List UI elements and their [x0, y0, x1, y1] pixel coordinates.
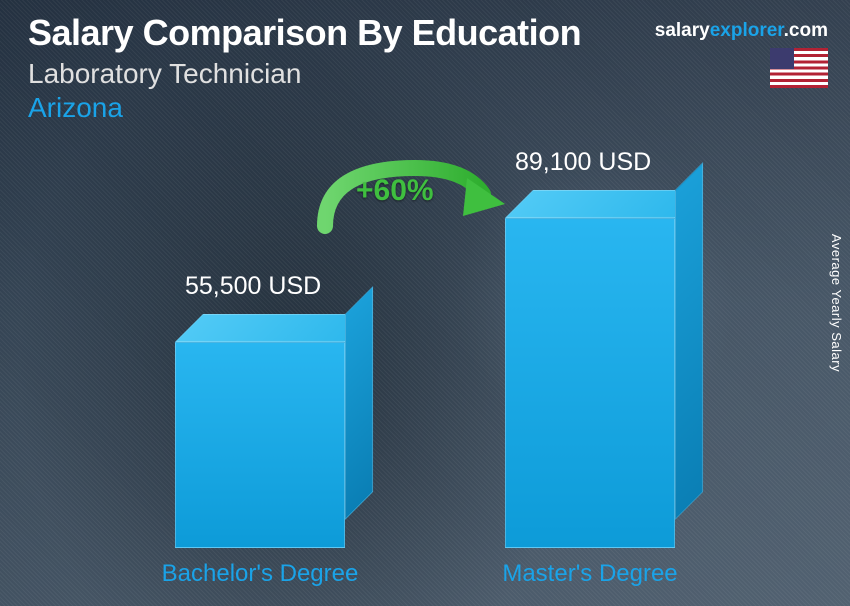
percentage-increase-badge: +60%: [356, 174, 434, 208]
brand-part3: .com: [784, 20, 828, 41]
bar-bachelors: 55,500 USD Bachelor's Degree: [175, 342, 345, 548]
bar-category-label: Master's Degree: [502, 560, 677, 588]
brand-part2: explorer: [710, 20, 784, 41]
bar-masters: 89,100 USD Master's Degree: [505, 218, 675, 548]
bar-category-label: Bachelor's Degree: [162, 560, 359, 588]
bar-side-face: [675, 162, 703, 520]
bar-value-label: 89,100 USD: [515, 148, 651, 177]
us-flag-icon: [770, 48, 828, 88]
bar-top-face: [505, 190, 703, 218]
bar-top-face: [175, 314, 373, 342]
brand-part1: salary: [655, 20, 710, 41]
location-label: Arizona: [28, 92, 830, 124]
brand-logo: salaryexplorer.com: [655, 20, 828, 42]
chart-area: +60% 55,500 USD Bachelor's Degree 89,100…: [0, 166, 850, 606]
bar-value-label: 55,500 USD: [185, 272, 321, 301]
bar-side-face: [345, 286, 373, 520]
bar-front-face: [175, 342, 345, 548]
bar-front-face: [505, 218, 675, 548]
job-title: Laboratory Technician: [28, 58, 830, 90]
